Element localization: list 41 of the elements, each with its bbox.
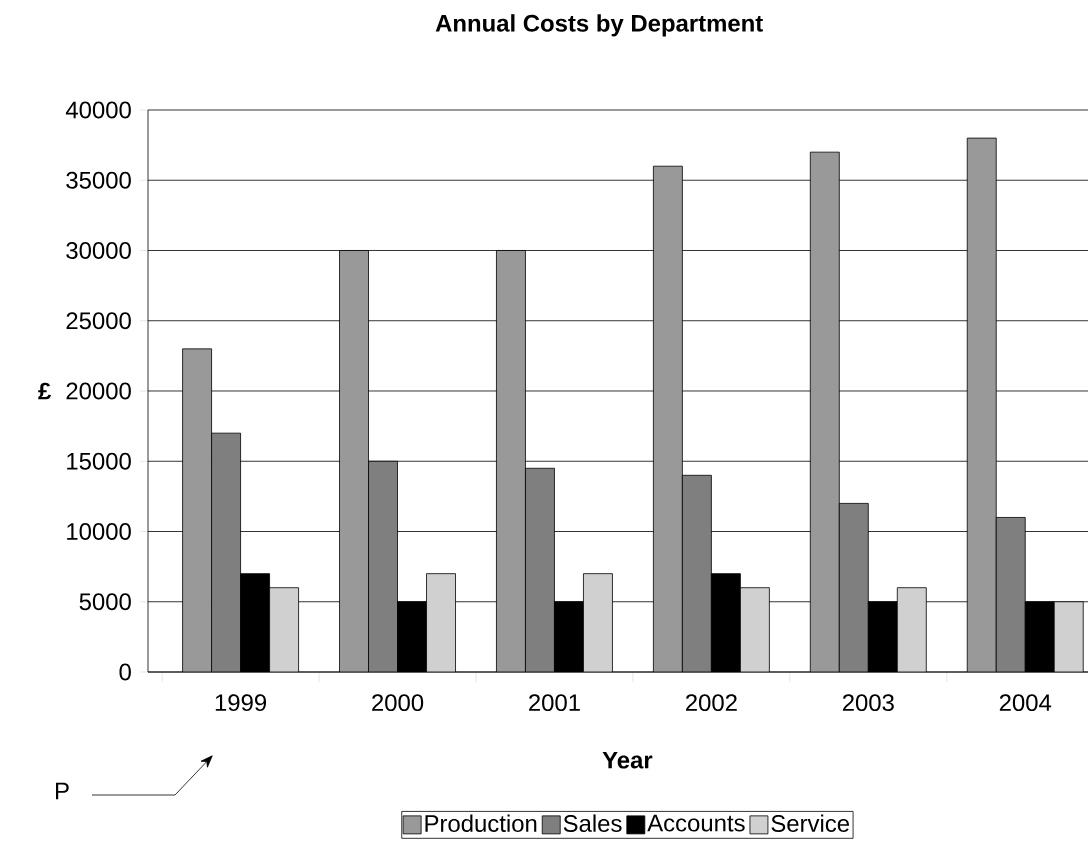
legend-label: Accounts bbox=[647, 814, 745, 832]
bar bbox=[339, 250, 369, 672]
y-tick-label: 35000 bbox=[66, 171, 131, 189]
bar bbox=[809, 151, 840, 672]
bar bbox=[426, 573, 456, 672]
x-tick-label: 2000 bbox=[372, 694, 424, 712]
bar bbox=[368, 460, 398, 672]
x-tick-label: 2001 bbox=[529, 694, 580, 712]
x-tick-label: 2002 bbox=[685, 694, 737, 712]
bar bbox=[583, 573, 613, 672]
bar bbox=[838, 503, 869, 672]
chart-title: Annual Costs by Department bbox=[435, 14, 763, 37]
y-tick-label: 40000 bbox=[65, 101, 131, 119]
bar bbox=[182, 348, 212, 672]
y-axis-title: £ bbox=[38, 382, 51, 400]
bar bbox=[269, 587, 299, 672]
bar bbox=[211, 432, 241, 672]
y-tick-label: 20000 bbox=[66, 382, 131, 400]
y-tick-label: 25000 bbox=[66, 312, 131, 330]
bar bbox=[966, 137, 997, 672]
bar bbox=[739, 587, 770, 672]
bar bbox=[1053, 601, 1084, 672]
legend-label: Sales bbox=[563, 814, 622, 832]
y-tick-label: 5000 bbox=[79, 593, 131, 611]
bar bbox=[652, 165, 683, 672]
y-tick-label: 10000 bbox=[67, 523, 131, 540]
x-tick-label: 2004 bbox=[999, 694, 1052, 712]
bar bbox=[995, 517, 1026, 672]
bar bbox=[525, 467, 555, 672]
y-tick-label: 15000 bbox=[67, 452, 131, 470]
x-axis-title: Year bbox=[602, 751, 653, 769]
bar bbox=[896, 587, 927, 672]
text: P bbox=[56, 782, 69, 800]
x-tick-label: 2003 bbox=[842, 694, 894, 712]
bar bbox=[681, 474, 712, 672]
legend-label: Production bbox=[425, 814, 537, 832]
x-tick-label: 1999 bbox=[215, 694, 267, 712]
legend-label: Service bbox=[771, 814, 849, 832]
y-tick-label: 30000 bbox=[66, 242, 131, 259]
y-tick-label: 0 bbox=[119, 663, 131, 681]
bar bbox=[496, 250, 526, 672]
